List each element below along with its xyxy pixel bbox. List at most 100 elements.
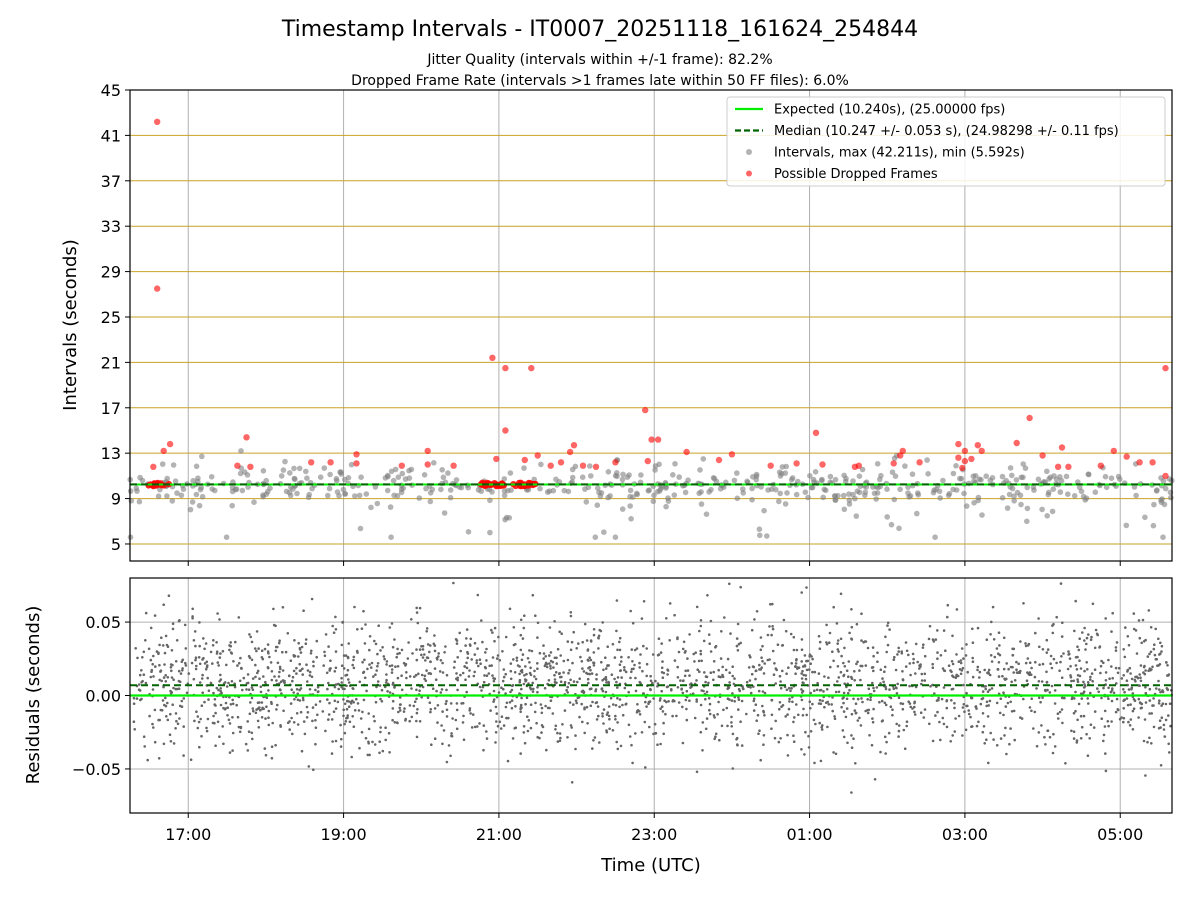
- residual-point: [912, 661, 915, 665]
- interval-point: [1150, 522, 1157, 529]
- residual-point: [666, 673, 669, 676]
- residual-point: [735, 738, 738, 741]
- residual-point: [800, 677, 804, 680]
- residual-point: [234, 640, 237, 644]
- residual-point: [676, 686, 680, 689]
- residual-point: [787, 666, 790, 669]
- residual-point: [1139, 676, 1142, 679]
- residual-point: [181, 667, 184, 670]
- residual-point: [574, 747, 577, 751]
- residual-point: [923, 672, 927, 676]
- residual-point: [953, 730, 957, 733]
- residual-point: [652, 732, 655, 736]
- residual-point: [816, 681, 819, 685]
- residual-point: [931, 638, 935, 641]
- top-y-tick-label: 17: [101, 399, 121, 418]
- residual-point: [681, 705, 684, 709]
- residual-point: [871, 646, 875, 649]
- interval-point: [229, 502, 235, 509]
- residual-point: [219, 690, 223, 693]
- residual-point: [492, 698, 496, 701]
- residual-point: [374, 642, 378, 646]
- residual-point: [251, 737, 254, 741]
- residual-point: [270, 756, 274, 760]
- residual-point: [649, 679, 653, 683]
- residual-point: [859, 664, 862, 668]
- residual-point: [995, 647, 999, 650]
- residual-point: [497, 635, 500, 639]
- residual-point: [263, 647, 267, 651]
- dropped-frame-point: [450, 462, 457, 469]
- residual-point: [1106, 720, 1110, 723]
- residual-point: [642, 644, 645, 648]
- residual-point: [168, 733, 172, 736]
- residual-point: [919, 665, 922, 668]
- residual-point: [1007, 667, 1010, 671]
- residual-point: [619, 669, 622, 672]
- residual-point: [885, 650, 888, 654]
- residual-point: [730, 699, 734, 702]
- residual-point: [536, 667, 539, 670]
- residual-point: [216, 720, 220, 724]
- interval-point: [487, 497, 493, 504]
- residual-point: [978, 676, 981, 679]
- residual-point: [1017, 662, 1020, 666]
- residual-point: [800, 688, 803, 691]
- interval-point: [656, 461, 662, 468]
- residual-point: [999, 737, 1003, 740]
- residual-point: [745, 712, 748, 716]
- residual-point: [984, 687, 987, 691]
- residual-point: [837, 690, 841, 694]
- residual-point: [1138, 636, 1142, 640]
- residual-point: [836, 642, 839, 645]
- residual-point: [773, 662, 776, 665]
- interval-point: [1108, 475, 1115, 482]
- residual-point: [342, 698, 345, 701]
- residual-point: [1103, 709, 1107, 713]
- residual-point: [1037, 731, 1041, 734]
- residual-point: [732, 682, 736, 686]
- residual-point: [1079, 667, 1083, 670]
- interval-point: [325, 492, 331, 499]
- interval-point: [287, 470, 293, 476]
- residual-point: [929, 685, 932, 688]
- residual-point: [1057, 717, 1060, 720]
- residual-point: [512, 626, 516, 629]
- interval-point: [802, 489, 809, 496]
- residual-point: [951, 687, 955, 691]
- residual-point: [881, 719, 884, 722]
- interval-point: [821, 486, 828, 493]
- residual-point: [657, 637, 661, 640]
- interval-point: [999, 495, 1006, 501]
- residual-point: [761, 690, 765, 693]
- top-y-tick-label: 25: [101, 308, 121, 327]
- residual-point: [582, 670, 586, 673]
- residual-point: [410, 618, 413, 621]
- interval-point: [846, 491, 852, 497]
- residual-point: [351, 687, 355, 690]
- residual-point: [261, 657, 265, 661]
- residual-point: [681, 691, 685, 695]
- residual-point: [660, 642, 663, 645]
- residual-point: [602, 708, 606, 711]
- interval-point: [832, 493, 838, 500]
- residual-point: [379, 726, 383, 729]
- dropped-frame-point: [1058, 444, 1066, 451]
- residual-point: [385, 663, 388, 666]
- residual-point: [1062, 652, 1065, 655]
- residual-point: [693, 660, 696, 663]
- residual-point: [535, 721, 538, 725]
- residual-point: [519, 705, 523, 709]
- residual-point: [1025, 679, 1029, 682]
- dropped-frame-point: [166, 440, 174, 448]
- residual-point: [132, 720, 136, 723]
- residual-point: [1086, 668, 1089, 671]
- residual-point: [318, 700, 322, 703]
- residual-point: [1063, 696, 1066, 700]
- residual-point: [1125, 679, 1129, 682]
- residual-point: [388, 751, 391, 754]
- residual-point: [142, 650, 146, 654]
- residual-point: [332, 631, 336, 634]
- residual-point: [340, 664, 344, 667]
- interval-point: [304, 475, 310, 482]
